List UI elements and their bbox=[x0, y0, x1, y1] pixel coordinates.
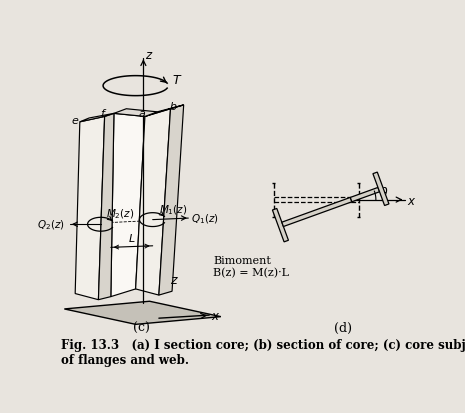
Text: L: L bbox=[129, 233, 135, 243]
Polygon shape bbox=[111, 114, 145, 297]
Polygon shape bbox=[136, 109, 171, 295]
Text: Bimoment
B(z) = M(z)·L: Bimoment B(z) = M(z)·L bbox=[213, 255, 289, 278]
Text: $Q_1(z)$: $Q_1(z)$ bbox=[192, 212, 219, 225]
Text: $\theta$: $\theta$ bbox=[379, 185, 388, 199]
Text: z: z bbox=[145, 49, 151, 62]
Text: f: f bbox=[100, 109, 104, 119]
Text: $M_1(z)$: $M_1(z)$ bbox=[159, 202, 187, 216]
Polygon shape bbox=[75, 117, 105, 300]
Text: (c): (c) bbox=[133, 321, 149, 334]
Text: $Q_2(z)$: $Q_2(z)$ bbox=[37, 218, 64, 231]
Text: x: x bbox=[407, 195, 414, 207]
Text: e: e bbox=[72, 115, 79, 125]
Polygon shape bbox=[80, 114, 114, 123]
Text: b: b bbox=[169, 102, 176, 112]
Text: Fig. 13.3   (a) I section core; (b) section of core; (c) core subjected to torqu: Fig. 13.3 (a) I section core; (b) sectio… bbox=[61, 338, 465, 366]
Polygon shape bbox=[99, 114, 114, 300]
Polygon shape bbox=[64, 301, 221, 325]
Text: $M_2(z)$: $M_2(z)$ bbox=[106, 207, 135, 221]
Polygon shape bbox=[282, 198, 352, 227]
Text: (d): (d) bbox=[334, 321, 352, 334]
Polygon shape bbox=[272, 209, 288, 242]
Polygon shape bbox=[350, 188, 379, 202]
Polygon shape bbox=[159, 106, 184, 295]
Text: a: a bbox=[139, 109, 145, 119]
Polygon shape bbox=[114, 109, 157, 117]
Text: T: T bbox=[173, 74, 180, 87]
Text: x: x bbox=[212, 309, 219, 322]
Text: z: z bbox=[170, 273, 176, 287]
Polygon shape bbox=[145, 106, 184, 117]
Polygon shape bbox=[373, 173, 389, 206]
